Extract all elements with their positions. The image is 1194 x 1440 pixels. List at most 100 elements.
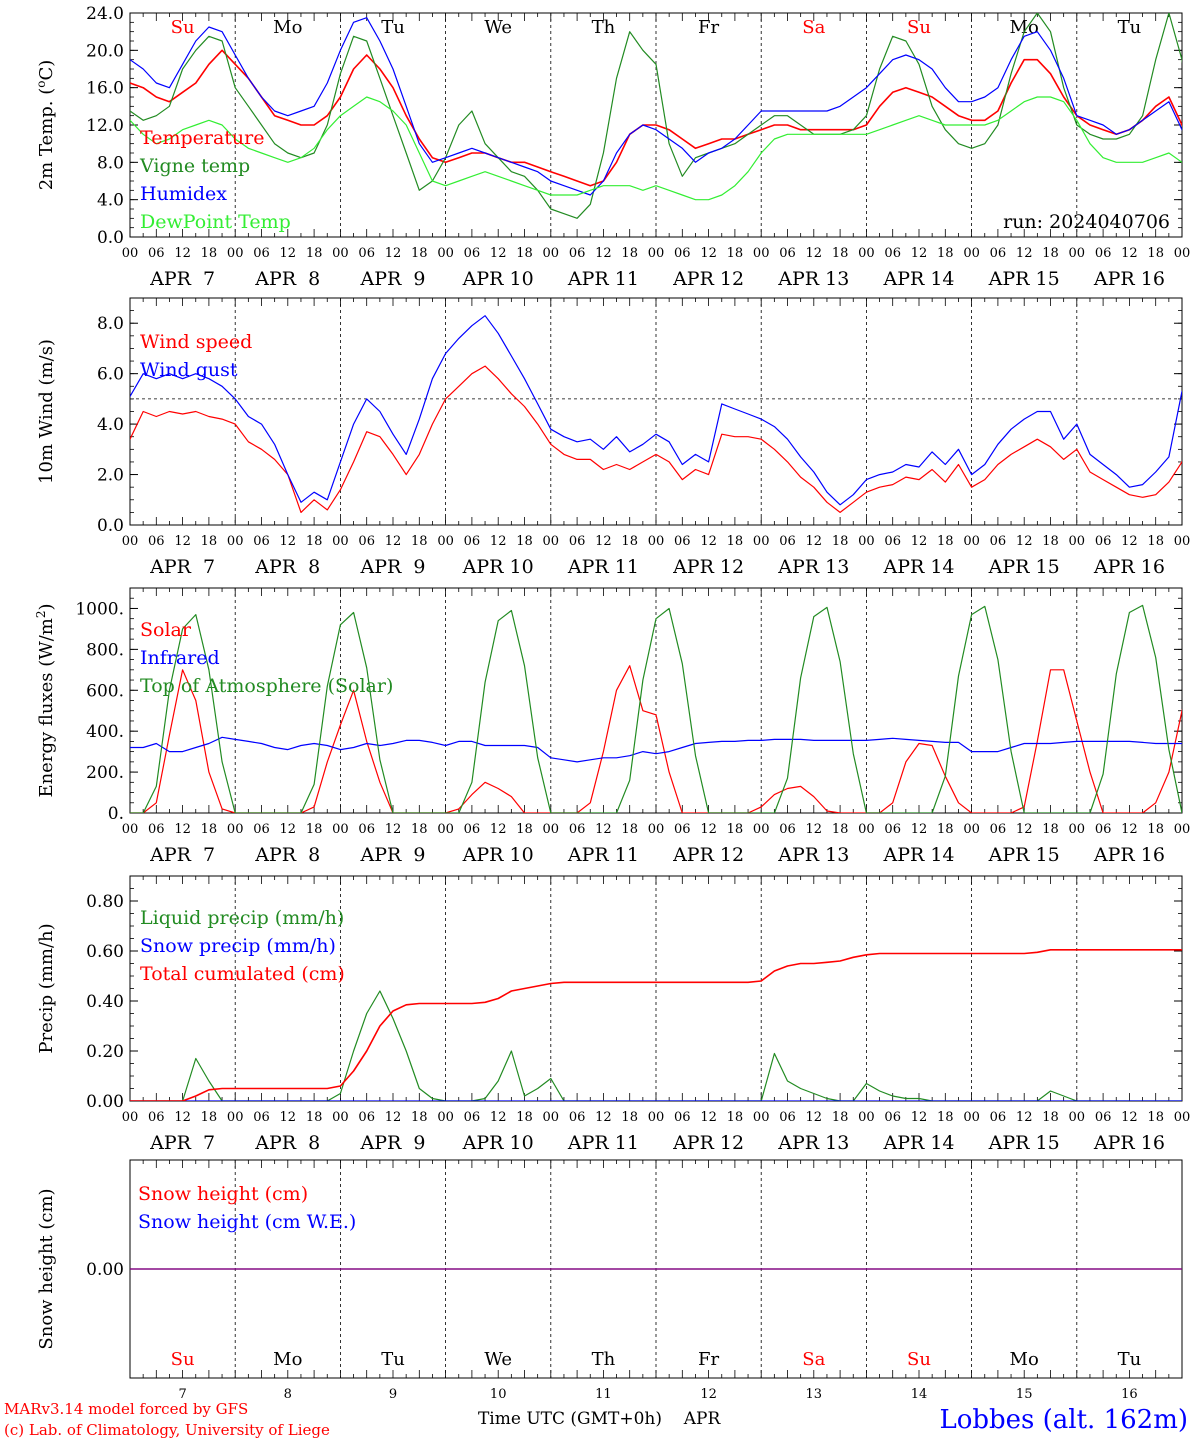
hour-label: 12 [806,246,823,261]
day-number-label: 10 [490,1387,507,1402]
hour-label: 12 [1121,822,1138,837]
series-line-liquid-precip-mm-h- [130,990,1182,1101]
hour-label: 06 [990,246,1007,261]
hour-label: 18 [1042,246,1059,261]
energy-series-group [130,604,1182,813]
hour-label: 18 [306,822,323,837]
date-label: APR 7 [149,556,215,578]
hour-label: 06 [1095,822,1112,837]
hour-label: 18 [621,246,638,261]
hour-label: 12 [385,1110,402,1125]
y-tick-label: 400. [86,722,124,742]
legend-entry: Total cumulated (cm) [140,963,345,985]
y-tick-label: 2.0 [97,466,124,486]
series-line-temperature [130,49,1182,187]
hour-label: 00 [753,534,770,549]
temperature-y-label: 2m Temp. (oC) [34,60,57,191]
hour-label: 12 [911,246,928,261]
date-label: APR 9 [360,1132,426,1154]
date-label: APR 11 [567,1132,639,1154]
hour-label: 00 [648,246,665,261]
series-line-solar [130,665,1182,813]
day-abbr-label: Mo [1010,1349,1039,1370]
energy-panel: 0. 200. 400. 600. 800. 1000. Energy fluxes (W/… [34,587,1190,866]
hour-label: 06 [253,246,270,261]
date-label: APR 8 [254,268,320,290]
day-abbr-label: Su [171,17,195,38]
hour-label: 06 [884,246,901,261]
day-number-label: 7 [178,1387,186,1402]
hour-label: 18 [201,1110,218,1125]
day-number-label: 9 [389,1387,397,1402]
date-label: APR 15 [988,844,1060,866]
date-label: APR 7 [149,1132,215,1154]
series-line-total-cumulated-cm- [130,948,1182,1101]
temperature-series-group [130,13,1182,219]
y-tick-label: 200. [86,763,124,783]
y-tick-label: 0. [108,804,124,824]
date-label: APR 16 [1093,844,1165,866]
hour-label: 00 [543,246,560,261]
date-label: APR 10 [462,556,534,578]
y-tick-label: 8.0 [97,314,124,334]
hour-label: 00 [122,534,139,549]
y-tick-label: 0.20 [86,1042,124,1062]
y-tick-label: 16.0 [86,79,124,99]
date-label: APR 14 [882,268,954,290]
legend-entry: Wind gust [140,359,238,381]
hour-label: 18 [1042,822,1059,837]
legend-entry: Solar [140,619,192,641]
hour-label: 00 [437,1110,454,1125]
hour-label: 00 [227,246,244,261]
date-label: APR 13 [777,844,849,866]
date-label: APR 16 [1093,1132,1165,1154]
hour-label: 06 [253,534,270,549]
date-label: APR 15 [988,556,1060,578]
date-label: APR 12 [672,268,744,290]
hour-label: 00 [963,1110,980,1125]
hour-label: 00 [543,534,560,549]
series-line-wind-speed [130,365,1182,513]
x-axis-label: Time UTC (GMT+0h) [478,1409,662,1429]
day-number-label: 16 [1121,1387,1138,1402]
hour-label: 00 [332,822,349,837]
precip-series-group [130,948,1182,1101]
hour-label: 18 [201,534,218,549]
y-tick-label: 0.60 [86,942,124,962]
hour-label: 06 [569,534,586,549]
hour-label: 18 [1042,1110,1059,1125]
hour-label: 06 [148,822,165,837]
hour-label: 18 [411,1110,428,1125]
hour-label: 18 [201,246,218,261]
day-number-label: 8 [284,1387,292,1402]
hour-label: 12 [806,822,823,837]
precip-panel: 0.00 0.20 0.40 0.60 0.80 Precip (mm/h) 00 06 12 1… [36,875,1190,1154]
hour-label: 00 [858,822,875,837]
date-label: APR 7 [149,268,215,290]
hour-label: 06 [1095,1110,1112,1125]
hour-label: 12 [700,822,717,837]
station-name: Lobbes (alt. 162m) [939,1405,1188,1435]
energy-frame [129,587,1183,814]
y-tick-label: 0.00 [86,1092,124,1112]
day-abbr-label: Tu [1118,17,1142,38]
hour-label: 06 [884,534,901,549]
hour-label: 12 [385,246,402,261]
hour-label: 18 [621,1110,638,1125]
series-line-top-of-atmosphere-solar- [130,604,1182,813]
hour-label: 00 [227,822,244,837]
hour-label: 18 [727,246,744,261]
lab-credit: (c) Lab. of Climatology, University of L… [4,1421,330,1439]
hour-label: 12 [595,1110,612,1125]
date-label: APR 14 [882,1132,954,1154]
hour-label: 18 [937,822,954,837]
hour-label: 12 [385,534,402,549]
hour-label: 00 [332,1110,349,1125]
legend-entry: Humidex [140,183,227,205]
hour-label: 18 [411,246,428,261]
legend-entry: Top of Atmosphere (Solar) [140,675,393,697]
hour-label: 06 [358,246,375,261]
hour-label: 12 [490,246,507,261]
series-line-dewpoint-temp [130,96,1182,201]
